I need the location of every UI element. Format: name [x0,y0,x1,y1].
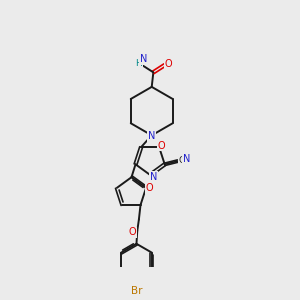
Text: N: N [183,154,190,164]
Text: O: O [165,59,172,69]
Text: C: C [178,156,185,165]
Text: O: O [146,183,153,193]
Text: Br: Br [131,286,142,296]
Text: N: N [150,172,157,182]
Text: N: N [140,54,147,64]
Text: H: H [135,59,142,68]
Text: O: O [129,227,136,238]
Text: O: O [158,140,165,151]
Text: N: N [148,131,155,141]
